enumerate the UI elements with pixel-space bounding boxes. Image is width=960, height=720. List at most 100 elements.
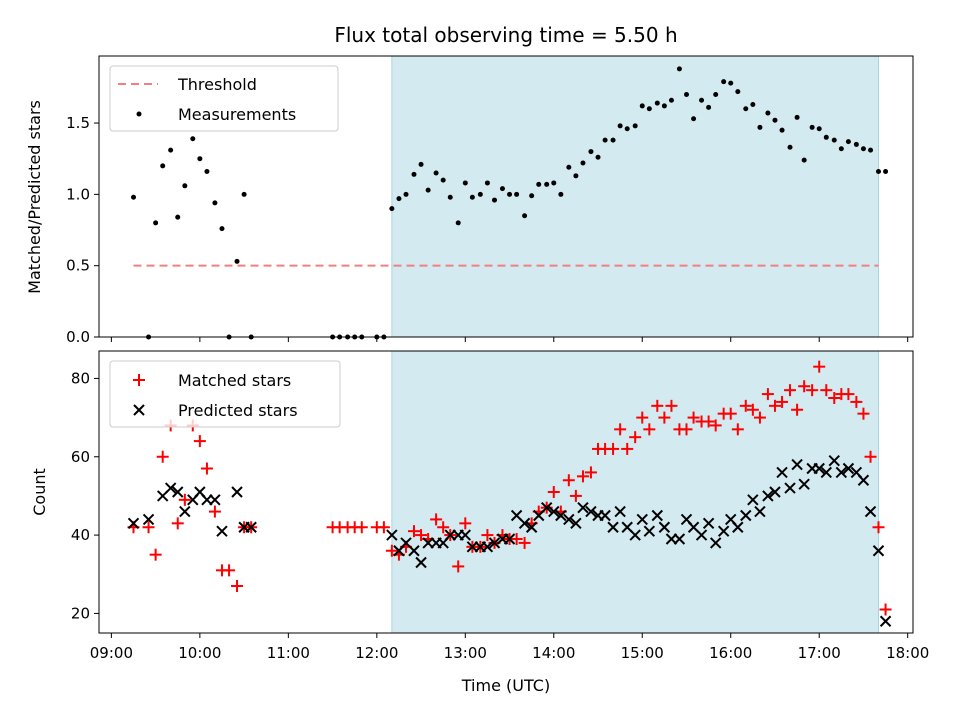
measurement-point	[234, 258, 240, 264]
measurement-point	[816, 126, 822, 132]
measurement-point	[469, 194, 475, 200]
predicted-star-point	[709, 537, 722, 549]
matched-star-point	[864, 450, 877, 463]
predicted-star-point	[415, 556, 427, 569]
matched-star-point	[576, 470, 589, 483]
x-tick-label: 12:00	[355, 644, 398, 662]
predicted-star-point	[245, 521, 257, 533]
predicted-star-point	[127, 517, 140, 530]
matched-star-point	[872, 521, 885, 534]
bottom-panel: 20 40 60 80 09:00 10:00 11:00 12:00 13:00 14:00 1…	[30, 350, 929, 695]
x-tick-label: 17:00	[798, 644, 841, 662]
matched-star-point	[857, 407, 870, 420]
measurement-point	[455, 220, 461, 226]
measurement-point	[875, 169, 881, 175]
predicted-star-point	[828, 454, 840, 467]
legend-measurements-swatch	[136, 111, 142, 117]
matched-star-point	[193, 435, 206, 448]
matched-star-point	[171, 517, 184, 530]
matched-star-point	[510, 533, 523, 545]
matched-star-point	[850, 395, 863, 408]
matched-star-point	[702, 415, 715, 428]
predicted-star-point	[570, 517, 582, 530]
matched-star-point	[842, 388, 855, 401]
matched-star-point	[621, 442, 634, 455]
matched-star-point	[430, 513, 443, 526]
measurement-point	[536, 181, 542, 187]
measurement-point	[447, 194, 453, 200]
matched-star-point	[437, 521, 450, 534]
measurement-point	[580, 160, 586, 166]
y-tick-label: 0.0	[66, 328, 90, 346]
predicted-star-point	[791, 458, 803, 471]
matched-star-point	[798, 380, 811, 393]
measurement-point	[558, 191, 564, 197]
predicted-star-point	[740, 509, 752, 522]
matched-star-point	[156, 450, 169, 463]
predicted-star-point	[762, 490, 774, 502]
measurement-point	[514, 191, 520, 197]
measurement-point	[241, 191, 247, 197]
matched-star-point	[724, 407, 737, 420]
measurement-point	[794, 114, 800, 120]
matched-star-point	[761, 388, 774, 401]
matched-star-point	[709, 419, 722, 432]
predicted-star-point	[842, 462, 855, 475]
matched-star-point	[415, 529, 428, 542]
measurement-point	[868, 147, 874, 153]
predicted-star-point	[658, 521, 671, 533]
bottom-shaded-region	[391, 350, 879, 634]
matched-star-point	[547, 486, 560, 498]
measurement-point	[462, 180, 468, 186]
measurement-point	[750, 101, 756, 107]
measurement-point	[389, 206, 395, 212]
matched-star-point	[355, 521, 368, 534]
predicted-star-point	[784, 482, 796, 494]
y-tick-label: 40	[71, 526, 90, 544]
matched-star-point	[142, 521, 155, 534]
y-tick-label: 0.5	[66, 257, 90, 275]
matched-star-point	[149, 548, 162, 561]
matched-star-point	[584, 466, 597, 479]
x-tick-label: 18:00	[886, 644, 929, 662]
measurement-point	[175, 214, 181, 220]
y-tick-label: 80	[71, 369, 90, 387]
matched-star-point	[629, 431, 642, 444]
measurement-point	[212, 200, 218, 206]
predicted-star-point	[503, 533, 516, 545]
predicted-star-point	[563, 513, 575, 526]
measurement-point	[182, 183, 188, 189]
measurement-point	[491, 197, 497, 203]
predicted-star-point	[209, 494, 221, 506]
measurement-point	[639, 103, 645, 109]
measurement-point	[757, 124, 763, 130]
x-tick-label: 16:00	[709, 644, 752, 662]
y-tick-label: 1.0	[66, 185, 90, 203]
predicted-star-point	[525, 521, 538, 533]
predicted-star-point	[172, 486, 184, 498]
predicted-star-point	[629, 529, 641, 541]
measurement-point	[610, 137, 616, 143]
predicted-star-point	[548, 505, 560, 518]
matched-star-point	[459, 517, 472, 530]
bottom-y-ticks: 20 40 60 80	[71, 369, 99, 622]
matched-star-point	[731, 423, 744, 436]
bottom-legend: Matched stars Predicted stars	[109, 360, 341, 428]
predicted-star-point	[599, 509, 611, 522]
matched-star-point	[481, 529, 494, 542]
predicted-star-point	[813, 462, 825, 475]
matched-star-point	[407, 525, 420, 538]
measurement-point	[499, 186, 505, 192]
measurement-point	[507, 191, 513, 197]
measurement-point	[706, 104, 712, 110]
measurement-point	[691, 116, 697, 122]
predicted-star-point	[577, 501, 589, 514]
matched-star-point	[200, 462, 213, 475]
predicted-star-point	[614, 505, 626, 518]
measurement-point	[787, 144, 793, 150]
measurement-point	[544, 181, 550, 187]
top-axes-frame	[98, 55, 914, 338]
predicted-star-point	[386, 529, 398, 541]
bottom-x-ticks: 09:00 10:00 11:00 12:00 13:00 14:00 15:00 16:00…	[90, 633, 929, 662]
